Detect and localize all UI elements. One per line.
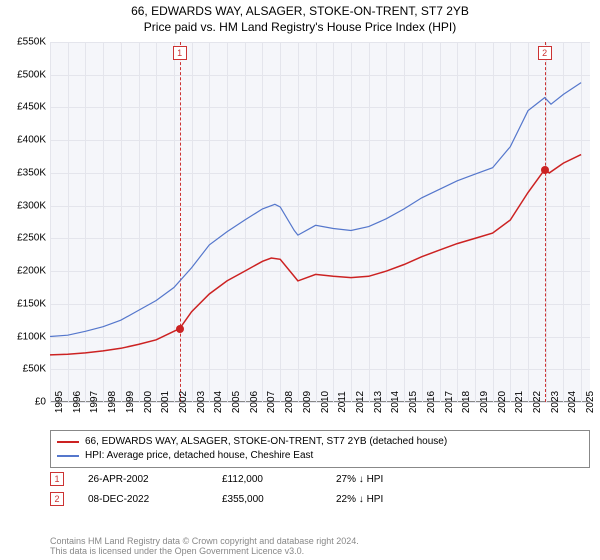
price-chart: 66, EDWARDS WAY, ALSAGER, STOKE-ON-TRENT… xyxy=(0,0,600,560)
x-tick-label: 2021 xyxy=(510,391,525,413)
x-tick-label: 1999 xyxy=(121,391,136,413)
x-tick-label: 2020 xyxy=(493,391,508,413)
y-tick-label: £200K xyxy=(17,266,50,277)
x-tick-label: 1997 xyxy=(85,391,100,413)
legend-row: HPI: Average price, detached house, Ches… xyxy=(57,449,583,463)
y-tick-label: £350K xyxy=(17,167,50,178)
x-tick-label: 2002 xyxy=(174,391,189,413)
x-tick-label: 2017 xyxy=(440,391,455,413)
x-tick-label: 1998 xyxy=(103,391,118,413)
x-tick-label: 1996 xyxy=(68,391,83,413)
legend-swatch xyxy=(57,441,79,443)
x-tick-label: 2022 xyxy=(528,391,543,413)
x-tick-label: 2016 xyxy=(422,391,437,413)
event-row: 2 08-DEC-2022 £355,000 22% ↓ HPI xyxy=(50,492,590,506)
y-tick-label: £100K xyxy=(17,331,50,342)
footer-copyright: Contains HM Land Registry data © Crown c… xyxy=(50,536,590,546)
chart-title: 66, EDWARDS WAY, ALSAGER, STOKE-ON-TRENT… xyxy=(0,0,600,40)
y-tick-label: £0 xyxy=(35,397,50,408)
line-series-svg xyxy=(50,42,590,402)
x-tick-label: 2004 xyxy=(209,391,224,413)
x-tick-label: 2025 xyxy=(581,391,596,413)
event-price: £112,000 xyxy=(222,474,312,485)
event-number-badge: 1 xyxy=(50,472,64,486)
x-tick-label: 2005 xyxy=(227,391,242,413)
plot-area: £0£50K£100K£150K£200K£250K£300K£350K£400… xyxy=(50,42,590,402)
event-price-dot xyxy=(176,325,184,333)
x-tick-label: 2010 xyxy=(316,391,331,413)
y-tick-label: £150K xyxy=(17,298,50,309)
event-hpi-delta: 27% ↓ HPI xyxy=(336,474,446,485)
chart-footer: Contains HM Land Registry data © Crown c… xyxy=(50,536,590,556)
y-tick-label: £300K xyxy=(17,200,50,211)
y-tick-label: £550K xyxy=(17,37,50,48)
x-tick-label: 2013 xyxy=(369,391,384,413)
x-tick-label: 2006 xyxy=(245,391,260,413)
x-tick-label: 2023 xyxy=(546,391,561,413)
x-tick-label: 2000 xyxy=(139,391,154,413)
x-tick-label: 2019 xyxy=(475,391,490,413)
legend-label: 66, EDWARDS WAY, ALSAGER, STOKE-ON-TRENT… xyxy=(85,435,447,449)
x-tick-label: 2011 xyxy=(333,391,348,413)
series-property xyxy=(50,155,581,355)
event-row: 1 26-APR-2002 £112,000 27% ↓ HPI xyxy=(50,472,590,486)
x-tick-label: 2012 xyxy=(351,391,366,413)
x-tick-label: 2014 xyxy=(386,391,401,413)
event-number-badge: 2 xyxy=(50,492,64,506)
y-tick-label: £450K xyxy=(17,102,50,113)
y-tick-label: £400K xyxy=(17,135,50,146)
x-tick-label: 2007 xyxy=(262,391,277,413)
x-tick-label: 2001 xyxy=(156,391,171,413)
y-tick-label: £250K xyxy=(17,233,50,244)
event-date: 26-APR-2002 xyxy=(88,474,198,485)
event-marker-badge: 2 xyxy=(538,46,552,60)
legend: 66, EDWARDS WAY, ALSAGER, STOKE-ON-TRENT… xyxy=(50,430,590,468)
legend-label: HPI: Average price, detached house, Ches… xyxy=(85,449,313,463)
y-tick-label: £500K xyxy=(17,69,50,80)
series-hpi xyxy=(50,83,581,337)
event-price: £355,000 xyxy=(222,494,312,505)
x-tick-label: 2018 xyxy=(457,391,472,413)
x-tick-label: 2003 xyxy=(192,391,207,413)
legend-row: 66, EDWARDS WAY, ALSAGER, STOKE-ON-TRENT… xyxy=(57,435,583,449)
x-tick-label: 2015 xyxy=(404,391,419,413)
events-list: 1 26-APR-2002 £112,000 27% ↓ HPI 2 08-DEC-202… xyxy=(50,472,590,512)
event-hpi-delta: 22% ↓ HPI xyxy=(336,494,446,505)
event-marker-badge: 1 xyxy=(173,46,187,60)
x-tick-label: 2008 xyxy=(280,391,295,413)
y-tick-label: £50K xyxy=(23,364,50,375)
x-tick-label: 1995 xyxy=(50,391,65,413)
footer-licence: This data is licensed under the Open Gov… xyxy=(50,546,590,556)
x-tick-label: 2024 xyxy=(563,391,578,413)
event-date: 08-DEC-2022 xyxy=(88,494,198,505)
x-tick-label: 2009 xyxy=(298,391,313,413)
title-subtitle: Price paid vs. HM Land Registry's House … xyxy=(0,20,600,34)
title-address: 66, EDWARDS WAY, ALSAGER, STOKE-ON-TRENT… xyxy=(0,4,600,18)
legend-swatch xyxy=(57,455,79,457)
event-price-dot xyxy=(541,166,549,174)
